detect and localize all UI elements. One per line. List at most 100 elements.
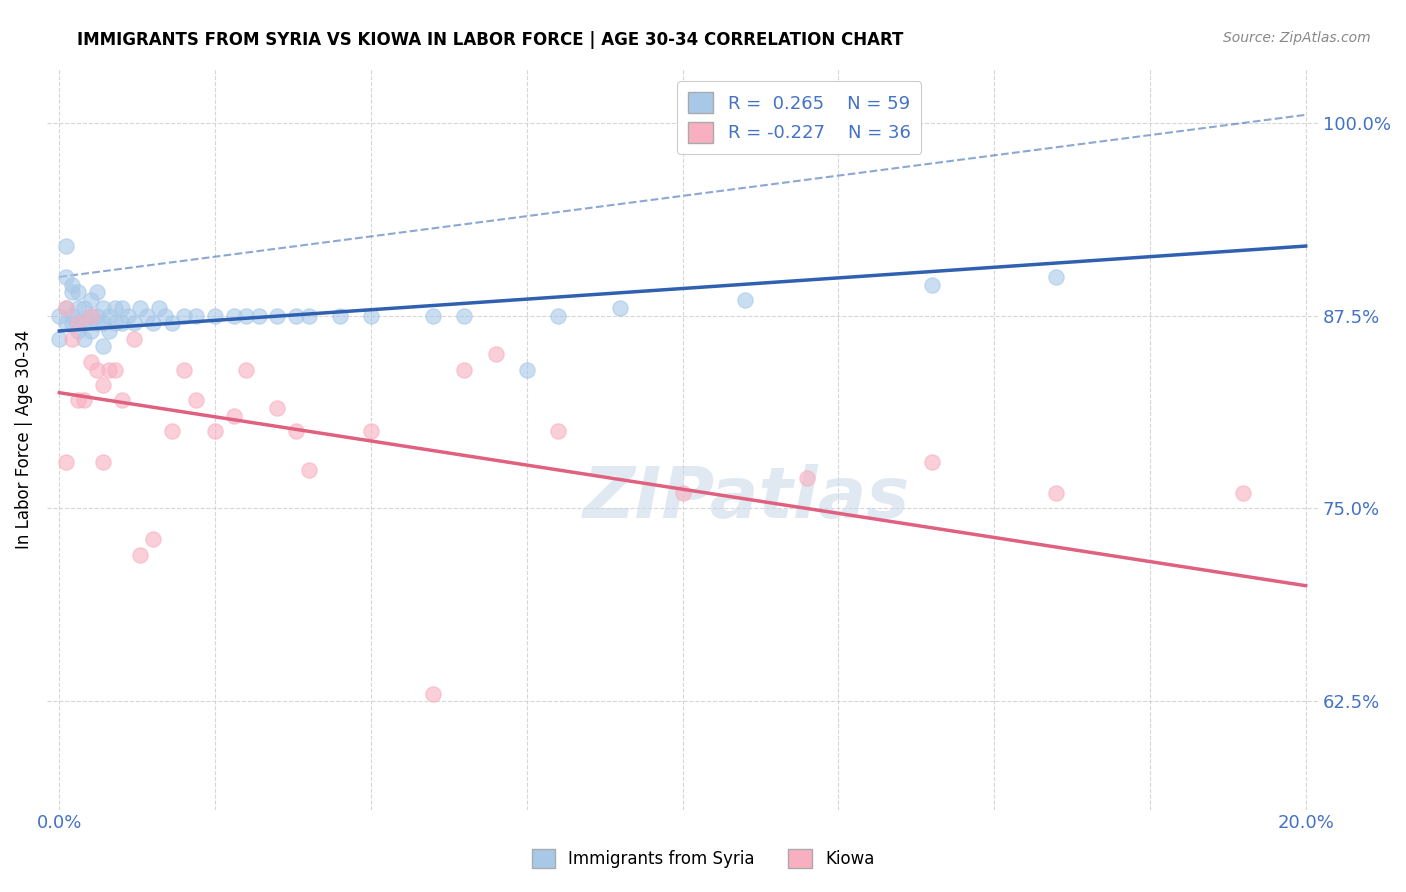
Point <box>111 301 134 315</box>
Point <box>111 393 134 408</box>
Point <box>67 393 90 408</box>
Point <box>360 425 382 439</box>
Legend: R =  0.265    N = 59, R = -0.227    N = 36: R = 0.265 N = 59, R = -0.227 N = 36 <box>678 81 921 153</box>
Point <box>60 332 83 346</box>
Point <box>235 309 257 323</box>
Point <box>67 316 90 330</box>
Point <box>1045 486 1067 500</box>
Point <box>135 309 157 323</box>
Point <box>79 355 101 369</box>
Point <box>48 309 70 323</box>
Point <box>329 309 352 323</box>
Point <box>734 293 756 307</box>
Point <box>122 316 145 330</box>
Point <box>204 425 226 439</box>
Point <box>148 301 170 315</box>
Y-axis label: In Labor Force | Age 30-34: In Labor Force | Age 30-34 <box>15 329 32 549</box>
Point <box>55 301 77 315</box>
Point <box>609 301 631 315</box>
Point <box>117 309 139 323</box>
Point <box>55 455 77 469</box>
Point <box>921 455 943 469</box>
Point <box>671 486 693 500</box>
Point <box>73 393 96 408</box>
Point <box>129 301 152 315</box>
Point <box>91 455 114 469</box>
Point <box>285 309 308 323</box>
Point <box>285 425 308 439</box>
Point <box>204 309 226 323</box>
Point <box>160 425 183 439</box>
Point <box>796 470 818 484</box>
Point <box>91 339 114 353</box>
Point <box>235 362 257 376</box>
Point <box>48 332 70 346</box>
Point <box>73 332 96 346</box>
Legend: Immigrants from Syria, Kiowa: Immigrants from Syria, Kiowa <box>524 842 882 875</box>
Point <box>79 309 101 323</box>
Point <box>60 285 83 300</box>
Point <box>186 393 208 408</box>
Point <box>222 409 245 423</box>
Point <box>297 463 319 477</box>
Text: IMMIGRANTS FROM SYRIA VS KIOWA IN LABOR FORCE | AGE 30-34 CORRELATION CHART: IMMIGRANTS FROM SYRIA VS KIOWA IN LABOR … <box>77 31 904 49</box>
Point <box>173 362 195 376</box>
Point <box>73 301 96 315</box>
Point <box>122 332 145 346</box>
Point <box>55 301 77 315</box>
Point <box>921 277 943 292</box>
Point <box>55 269 77 284</box>
Text: ZIPatlas: ZIPatlas <box>582 464 910 533</box>
Point <box>98 309 121 323</box>
Point <box>1045 269 1067 284</box>
Point <box>67 285 90 300</box>
Point <box>91 378 114 392</box>
Point <box>247 309 270 323</box>
Point <box>79 293 101 307</box>
Point <box>79 324 101 338</box>
Point <box>55 239 77 253</box>
Point <box>104 301 127 315</box>
Point <box>91 301 114 315</box>
Point <box>1232 486 1254 500</box>
Point <box>453 362 475 376</box>
Point <box>104 362 127 376</box>
Point <box>186 309 208 323</box>
Point <box>60 316 83 330</box>
Point <box>360 309 382 323</box>
Point <box>79 309 101 323</box>
Point <box>297 309 319 323</box>
Point <box>60 277 83 292</box>
Point <box>91 316 114 330</box>
Point <box>67 301 90 315</box>
Point <box>547 309 569 323</box>
Point <box>422 309 444 323</box>
Point <box>129 548 152 562</box>
Point <box>86 309 108 323</box>
Point <box>98 362 121 376</box>
Point <box>67 324 90 338</box>
Point <box>160 316 183 330</box>
Point <box>547 425 569 439</box>
Point <box>142 316 165 330</box>
Point <box>86 316 108 330</box>
Point <box>516 362 538 376</box>
Point <box>111 316 134 330</box>
Point <box>142 533 165 547</box>
Point <box>484 347 506 361</box>
Text: Source: ZipAtlas.com: Source: ZipAtlas.com <box>1223 31 1371 45</box>
Point <box>453 309 475 323</box>
Point <box>266 401 288 416</box>
Point <box>266 309 288 323</box>
Point <box>98 324 121 338</box>
Point <box>104 316 127 330</box>
Point <box>73 316 96 330</box>
Point <box>173 309 195 323</box>
Point <box>60 309 83 323</box>
Point <box>67 316 90 330</box>
Point <box>86 285 108 300</box>
Point <box>86 362 108 376</box>
Point <box>155 309 177 323</box>
Point <box>55 316 77 330</box>
Point <box>422 687 444 701</box>
